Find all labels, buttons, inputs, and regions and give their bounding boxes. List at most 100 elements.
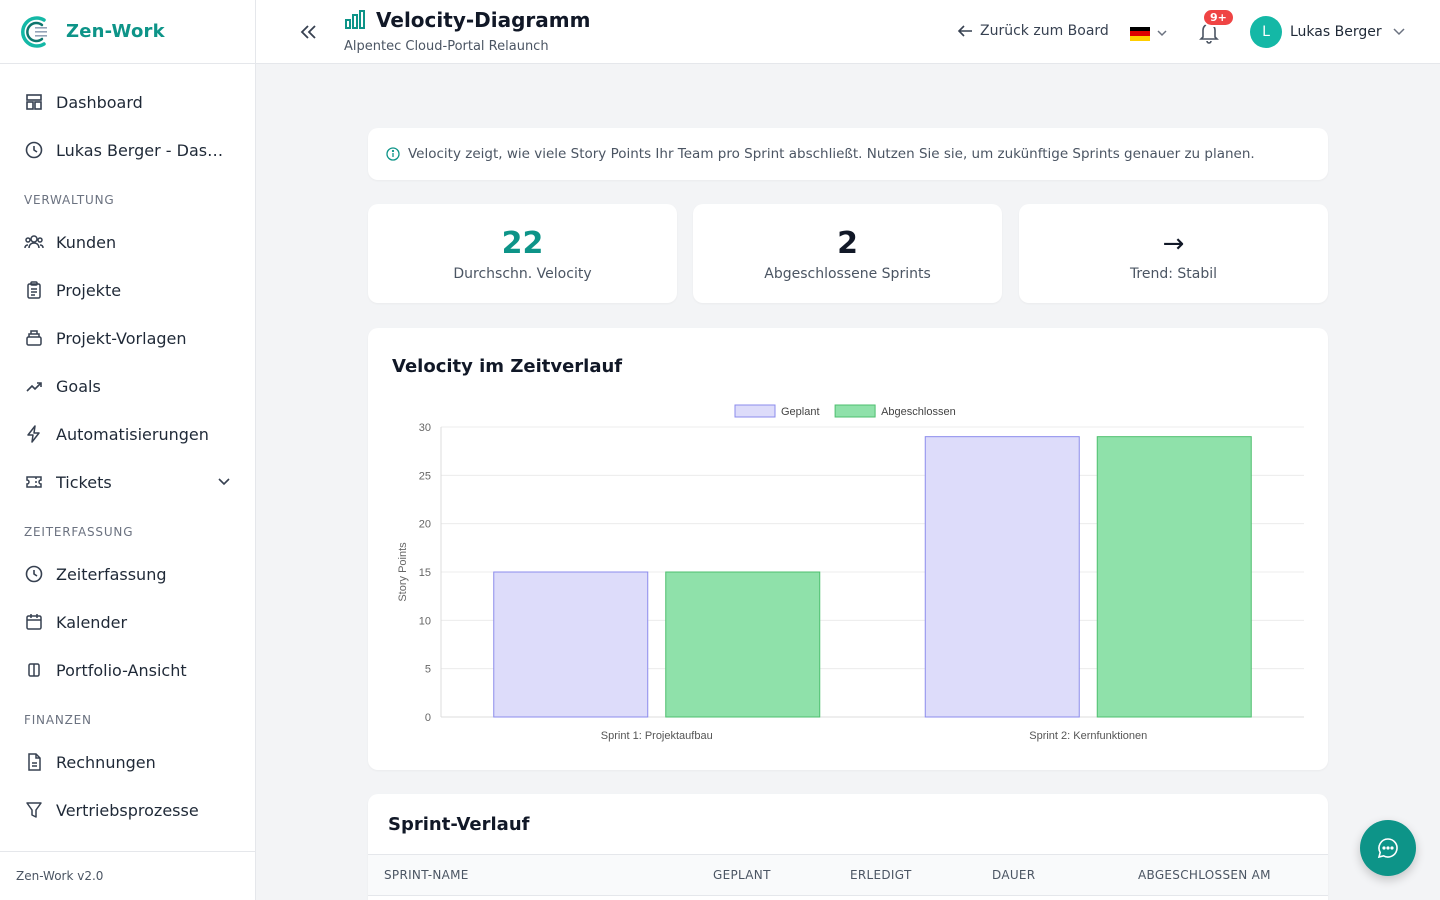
sidebar-item-label: Portfolio-Ansicht: [56, 660, 187, 680]
dashboard-icon: [24, 92, 44, 112]
sidebar-item-tickets[interactable]: Tickets: [0, 458, 255, 506]
info-banner: Velocity zeigt, wie viele Story Points I…: [368, 128, 1328, 180]
app-name: Zen-Work: [66, 21, 165, 42]
sidebar: Zen-Work Dashboard Lukas Berger - Dashbo…: [0, 0, 256, 900]
sidebar-item-automatisierungen[interactable]: Automatisierungen: [0, 410, 255, 458]
chevron-down-icon[interactable]: [217, 473, 231, 492]
chevron-down-icon: [1156, 24, 1168, 43]
sidebar-item-zeiterfassung[interactable]: Zeiterfassung: [0, 550, 255, 598]
top-header: Velocity-Diagramm Alpentec Cloud-Portal …: [256, 0, 1440, 64]
column-header[interactable]: SPRINT-NAME: [384, 868, 469, 882]
info-icon: [386, 147, 400, 161]
bar-geplant: [493, 571, 649, 718]
sidebar-item-portfolio[interactable]: Portfolio-Ansicht: [0, 646, 255, 694]
stat-label: Abgeschlossene Sprints: [764, 265, 931, 282]
trend-arrow-icon: →: [1162, 228, 1185, 259]
sidebar-item-label: Tickets: [56, 472, 112, 492]
app-version: Zen-Work v2.0: [0, 851, 255, 900]
chevron-down-icon: [1392, 23, 1406, 42]
x-tick-label: Sprint 2: Kernfunktionen: [1029, 730, 1147, 742]
velocity-chart-card: 0 5 10 15 20 25 30 Story Points Sprint 1: Projek…: [368, 328, 1328, 770]
stat-value: 2: [837, 225, 858, 261]
project-subtitle: Alpentec Cloud-Portal Relaunch: [344, 39, 549, 54]
avatar: L: [1250, 16, 1282, 48]
chart-title: Velocity im Zeitverlauf: [392, 356, 623, 377]
document-icon: [24, 752, 44, 772]
column-header[interactable]: ERLEDIGT: [850, 868, 912, 882]
notification-badge: 9+: [1202, 8, 1235, 27]
sidebar-item-kunden[interactable]: Kunden: [0, 218, 255, 266]
columns-icon: [24, 660, 44, 680]
column-header[interactable]: DAUER: [992, 868, 1036, 882]
german-flag-icon: [1130, 26, 1150, 41]
sidebar-item-label: Lukas Berger - Dashboard: [56, 140, 231, 160]
template-icon: [24, 328, 44, 348]
bar-geplant: [924, 436, 1080, 718]
y-tick-label: 10: [419, 615, 431, 627]
stat-avg-velocity: 22 Durchschn. Velocity: [368, 204, 677, 303]
back-label: Zurück zum Board: [980, 23, 1109, 39]
sidebar-item-label: Zeiterfassung: [56, 564, 167, 584]
sidebar-nav: Dashboard Lukas Berger - Dashboard VERWA…: [0, 64, 255, 834]
stat-completed-sprints: 2 Abgeschlossene Sprints: [693, 204, 1002, 303]
clipboard-icon: [24, 280, 44, 300]
sidebar-item-dashboard[interactable]: Dashboard: [0, 78, 255, 126]
section-finanzen: FINANZEN: [24, 713, 92, 727]
clock-icon: [24, 564, 44, 584]
y-tick-label: 5: [425, 664, 431, 676]
y-tick-label: 25: [419, 470, 431, 482]
column-header[interactable]: ABGESCHLOSSEN AM: [1138, 868, 1271, 882]
bar-abgeschlossen: [665, 571, 821, 718]
arrow-left-icon: [957, 25, 972, 37]
sidebar-item-rechnungen[interactable]: Rechnungen: [0, 738, 255, 786]
sidebar-item-projekte[interactable]: Projekte: [0, 266, 255, 314]
users-icon: [24, 232, 44, 252]
language-selector[interactable]: [1130, 24, 1168, 43]
sidebar-item-label: Projekte: [56, 280, 122, 300]
user-name: Lukas Berger: [1290, 24, 1382, 40]
stat-trend: → Trend: Stabil: [1019, 204, 1328, 303]
sidebar-item-label: Rechnungen: [56, 752, 156, 772]
column-header[interactable]: GEPLANT: [713, 868, 771, 882]
legend-swatch: [734, 404, 776, 418]
sidebar-item-vertriebsprozesse[interactable]: Vertriebsprozesse: [0, 786, 255, 834]
section-verwaltung: VERWALTUNG: [24, 193, 115, 207]
sidebar-item-projekt-vorlagen[interactable]: Projekt-Vorlagen: [0, 314, 255, 362]
stat-label: Trend: Stabil: [1129, 265, 1218, 282]
chat-icon: [1377, 838, 1398, 859]
table-title: Sprint-Verlauf: [388, 814, 530, 835]
sprint-history-card: Sprint-Verlauf SPRINT-NAME GEPLANT ERLED…: [368, 794, 1328, 900]
sidebar-item-user-dashboard[interactable]: Lukas Berger - Dashboard: [0, 126, 255, 174]
x-tick-label: Sprint 1: Projektaufbau: [601, 730, 713, 742]
calendar-icon: [24, 612, 44, 632]
sidebar-item-label: Automatisierungen: [56, 424, 209, 444]
y-axis-label: Story Points: [397, 542, 409, 602]
sidebar-item-label: Kalender: [56, 612, 128, 632]
user-menu[interactable]: L Lukas Berger: [1250, 16, 1406, 48]
sidebar-item-label: Kunden: [56, 232, 117, 252]
collapse-sidebar-icon[interactable]: [296, 20, 320, 44]
lightning-icon: [24, 424, 44, 444]
stat-value: 22: [501, 225, 544, 261]
sidebar-item-label: Dashboard: [56, 92, 143, 112]
legend-swatch: [834, 404, 876, 418]
sidebar-item-label: Vertriebsprozesse: [56, 800, 199, 820]
y-tick-label: 0: [425, 712, 431, 724]
y-tick-label: 20: [419, 519, 431, 531]
page-title: Velocity-Diagramm: [376, 8, 591, 32]
brand[interactable]: Zen-Work: [0, 0, 255, 64]
funnel-icon: [24, 800, 44, 820]
sidebar-item-goals[interactable]: Goals: [0, 362, 255, 410]
section-zeiterfassung: ZEITERFASSUNG: [24, 525, 134, 539]
info-text: Velocity zeigt, wie viele Story Points I…: [408, 146, 1255, 162]
logo-icon: [21, 15, 47, 48]
sidebar-item-label: Goals: [56, 376, 101, 396]
stat-label: Durchschn. Velocity: [453, 265, 592, 282]
sidebar-item-kalender[interactable]: Kalender: [0, 598, 255, 646]
bar-chart-icon: [344, 9, 366, 31]
velocity-chart: 0 5 10 15 20 25 30 Story Points Sprint 1: Projek…: [397, 404, 1304, 742]
trending-up-icon: [24, 376, 44, 396]
back-to-board-link[interactable]: Zurück zum Board: [956, 22, 1109, 40]
sidebar-item-label: Projekt-Vorlagen: [56, 328, 187, 348]
chat-button[interactable]: [1360, 820, 1416, 876]
